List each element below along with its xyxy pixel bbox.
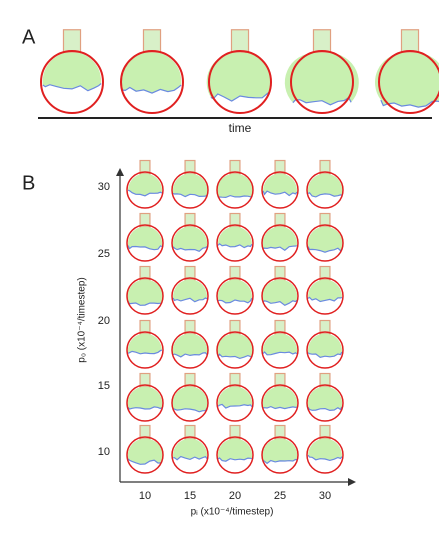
flask [307, 321, 343, 369]
y-tick-label: 15 [98, 380, 110, 392]
flask [262, 374, 298, 422]
flask [127, 267, 163, 315]
flask [307, 161, 343, 209]
flask-neck [231, 30, 248, 53]
flask [217, 374, 253, 422]
flask [127, 374, 163, 422]
x-axis-label: pᵢ (x10⁻⁴/timestep) [191, 507, 274, 518]
y-tick-label: 20 [98, 315, 110, 327]
x-tick-label: 20 [229, 490, 241, 502]
flask-neck [401, 30, 418, 53]
panel-label: A [22, 26, 36, 48]
flask [121, 30, 183, 113]
flask [172, 321, 208, 369]
flask [172, 426, 208, 474]
flask [217, 426, 253, 474]
y-tick-label: 10 [98, 446, 110, 458]
arrow [348, 478, 356, 486]
flask-neck [313, 30, 330, 53]
figure: A time B pᵢ (x10⁻⁴/timestep) p₀ (x10⁻⁴/t… [0, 0, 439, 528]
flask-neck [63, 30, 80, 53]
flask [41, 30, 103, 113]
flask-neck [143, 30, 160, 53]
panel-label: B [22, 172, 35, 194]
flask [262, 267, 298, 315]
flask [207, 30, 271, 113]
x-tick-label: 30 [319, 490, 331, 502]
flask [307, 426, 343, 474]
flask [172, 374, 208, 422]
flask [127, 321, 163, 369]
flask [217, 214, 253, 262]
flask [262, 426, 298, 474]
x-tick-label: 25 [274, 490, 286, 502]
x-tick-label: 10 [139, 490, 151, 502]
liquid [173, 227, 207, 251]
flask [307, 267, 343, 315]
flask [172, 161, 208, 209]
flask [127, 426, 163, 474]
flask [285, 30, 359, 113]
flask [172, 214, 208, 262]
flask [127, 161, 163, 209]
flask [307, 374, 343, 422]
flask [375, 30, 439, 113]
flask [127, 214, 163, 262]
flask [217, 161, 253, 209]
flask [172, 267, 208, 315]
arrow [116, 168, 124, 176]
flask [262, 321, 298, 369]
x-tick-label: 15 [184, 490, 196, 502]
flask [262, 161, 298, 209]
y-tick-label: 30 [98, 181, 110, 193]
flask [262, 214, 298, 262]
flask [307, 214, 343, 262]
flask [217, 321, 253, 369]
axis-label: time [229, 121, 252, 135]
y-tick-label: 25 [98, 248, 110, 260]
y-axis-label: p₀ (x10⁻⁴/timestep) [77, 277, 88, 362]
flask [217, 267, 253, 315]
